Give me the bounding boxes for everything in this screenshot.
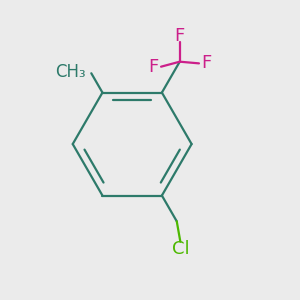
Text: CH₃: CH₃ <box>55 63 86 81</box>
Text: Cl: Cl <box>172 240 189 258</box>
Text: F: F <box>175 27 185 45</box>
Text: F: F <box>148 58 159 76</box>
Text: F: F <box>201 54 212 72</box>
